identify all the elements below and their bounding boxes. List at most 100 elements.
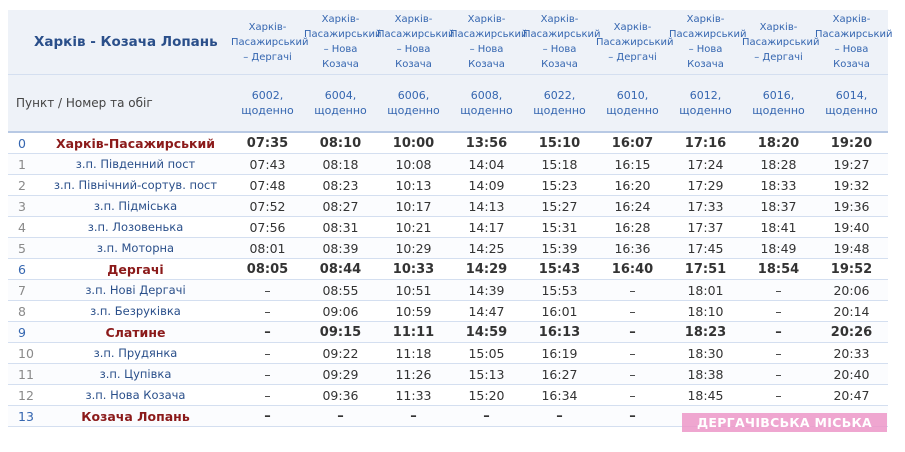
watermark: ДЕРГАЧІВСЬКА МІСЬКА РАДА	[682, 413, 887, 449]
row-index: 5	[8, 237, 40, 259]
time-cell: 19:36	[815, 195, 888, 217]
stop-row: 3 з.п. Підміська 07:52 08:27 10:17 14:13 15:27…	[8, 195, 888, 217]
route-header: Харків-Пасажирський – Нова Козача	[377, 10, 455, 75]
station-name: з.п. Моторна	[40, 237, 231, 259]
time-cell: 18:37	[742, 195, 815, 217]
header-row: Пункт / Номер та обіг 6002, щоденно 6004, …	[8, 74, 888, 133]
time-cell: 10:00	[377, 132, 450, 154]
time-cell: 10:29	[377, 237, 450, 259]
stop-row: 8 з.п. Безруківка –09:06 10:59 14:47 16:01–18…	[8, 300, 888, 322]
time-cell: –	[231, 363, 304, 385]
time-cell: 11:18	[377, 342, 450, 364]
time-cell: 07:52	[231, 195, 304, 217]
time-cell: 07:56	[231, 216, 304, 238]
time-cell: 10:13	[377, 174, 450, 196]
time-cell: 14:04	[450, 153, 523, 175]
time-cell: 18:41	[742, 216, 815, 238]
route-header: Харків-Пасажирський – Дергачі	[742, 10, 820, 75]
time-cell: 15:27	[523, 195, 596, 217]
time-cell: 15:31	[523, 216, 596, 238]
time-cell: 08:39	[304, 237, 377, 259]
train-number: 6006, щоденно	[387, 89, 440, 117]
time-cell: 18:30	[669, 342, 742, 364]
time-cell: 18:33	[742, 174, 815, 196]
station-name: з.п. Цупівка	[40, 363, 231, 385]
station-name: Слатине	[40, 321, 231, 343]
time-cell: 11:26	[377, 363, 450, 385]
station-name: з.п. Нові Дергачі	[40, 279, 231, 301]
time-cell: 19:27	[815, 153, 888, 175]
time-cell: 10:17	[377, 195, 450, 217]
time-cell: 17:16	[669, 132, 742, 154]
time-cell: –	[377, 405, 450, 427]
time-cell: 14:09	[450, 174, 523, 196]
time-cell: 18:45	[669, 384, 742, 406]
train-cell: 6010, щоденно	[596, 74, 669, 133]
time-cell: 15:10	[523, 132, 596, 154]
row-index: 11	[8, 363, 40, 385]
train-cell: 6022, щоденно	[523, 74, 596, 133]
time-cell: –	[742, 363, 815, 385]
time-cell: 16:28	[596, 216, 669, 238]
time-cell: 15:39	[523, 237, 596, 259]
time-cell: 15:20	[450, 384, 523, 406]
stop-row: 11 з.п. Цупівка –09:29 11:26 15:13 16:27–18:3…	[8, 363, 888, 385]
station-name: з.п. Підміська	[40, 195, 231, 217]
time-cell: 10:21	[377, 216, 450, 238]
row-index: 8	[8, 300, 40, 322]
timetable: Харків - Козача Лопань Харків-Пасажирськи…	[8, 10, 893, 427]
time-cell: –	[742, 342, 815, 364]
time-cell: 11:33	[377, 384, 450, 406]
train-cell: 6014, щоденно	[815, 74, 888, 133]
time-cell: 09:36	[304, 384, 377, 406]
row-index: 12	[8, 384, 40, 406]
time-cell: –	[742, 321, 815, 343]
station-name: з.п. Північний-сортув. пост	[40, 174, 231, 196]
time-cell: 16:20	[596, 174, 669, 196]
time-cell: 09:22	[304, 342, 377, 364]
stop-row: 4 з.п. Лозовенька 07:56 08:31 10:21 14:17 15:3…	[8, 216, 888, 238]
station-name: Харків-Пасажирський	[40, 132, 231, 154]
train-number: 6022, щоденно	[533, 89, 586, 117]
time-cell: –	[596, 363, 669, 385]
train-number: 6002, щоденно	[241, 89, 294, 117]
time-cell: 10:51	[377, 279, 450, 301]
train-cell: 6012, щоденно	[669, 74, 742, 133]
time-cell: 14:59	[450, 321, 523, 343]
stop-row: 7 з.п. Нові Дергачі –08:55 10:51 14:39 15:53–…	[8, 279, 888, 301]
time-cell: 07:48	[231, 174, 304, 196]
time-cell: 09:15	[304, 321, 377, 343]
time-cell: 08:18	[304, 153, 377, 175]
time-cell: –	[231, 384, 304, 406]
time-cell: 15:18	[523, 153, 596, 175]
time-cell: 16:01	[523, 300, 596, 322]
time-cell: 15:13	[450, 363, 523, 385]
time-cell: 17:45	[669, 237, 742, 259]
time-cell: 08:31	[304, 216, 377, 238]
stop-row: 0 Харків-Пасажирський 07:35 08:10 10:00 13:56…	[8, 132, 888, 154]
time-cell: 18:38	[669, 363, 742, 385]
time-cell: –	[231, 300, 304, 322]
stop-row: 5 з.п. Моторна 08:01 08:39 10:29 14:25 15:39 16…	[8, 237, 888, 259]
train-cell: 6008, щоденно	[450, 74, 523, 133]
time-cell: 14:29	[450, 258, 523, 280]
time-cell: 15:43	[523, 258, 596, 280]
time-cell: –	[231, 342, 304, 364]
time-cell: –	[742, 384, 815, 406]
train-cell: 6016, щоденно	[742, 74, 815, 133]
time-cell: 10:59	[377, 300, 450, 322]
time-cell: 18:54	[742, 258, 815, 280]
station-name: з.п. Безруківка	[40, 300, 231, 322]
train-cell: 6004, щоденно	[304, 74, 377, 133]
time-cell: 14:13	[450, 195, 523, 217]
time-cell: –	[596, 384, 669, 406]
time-cell: 18:10	[669, 300, 742, 322]
time-cell: 16:34	[523, 384, 596, 406]
time-cell: –	[304, 405, 377, 427]
time-cell: 15:23	[523, 174, 596, 196]
time-cell: 17:33	[669, 195, 742, 217]
time-cell: 14:39	[450, 279, 523, 301]
time-cell: 17:51	[669, 258, 742, 280]
route-header: Харків-Пасажирський – Дергачі	[596, 10, 674, 75]
time-cell: 14:47	[450, 300, 523, 322]
